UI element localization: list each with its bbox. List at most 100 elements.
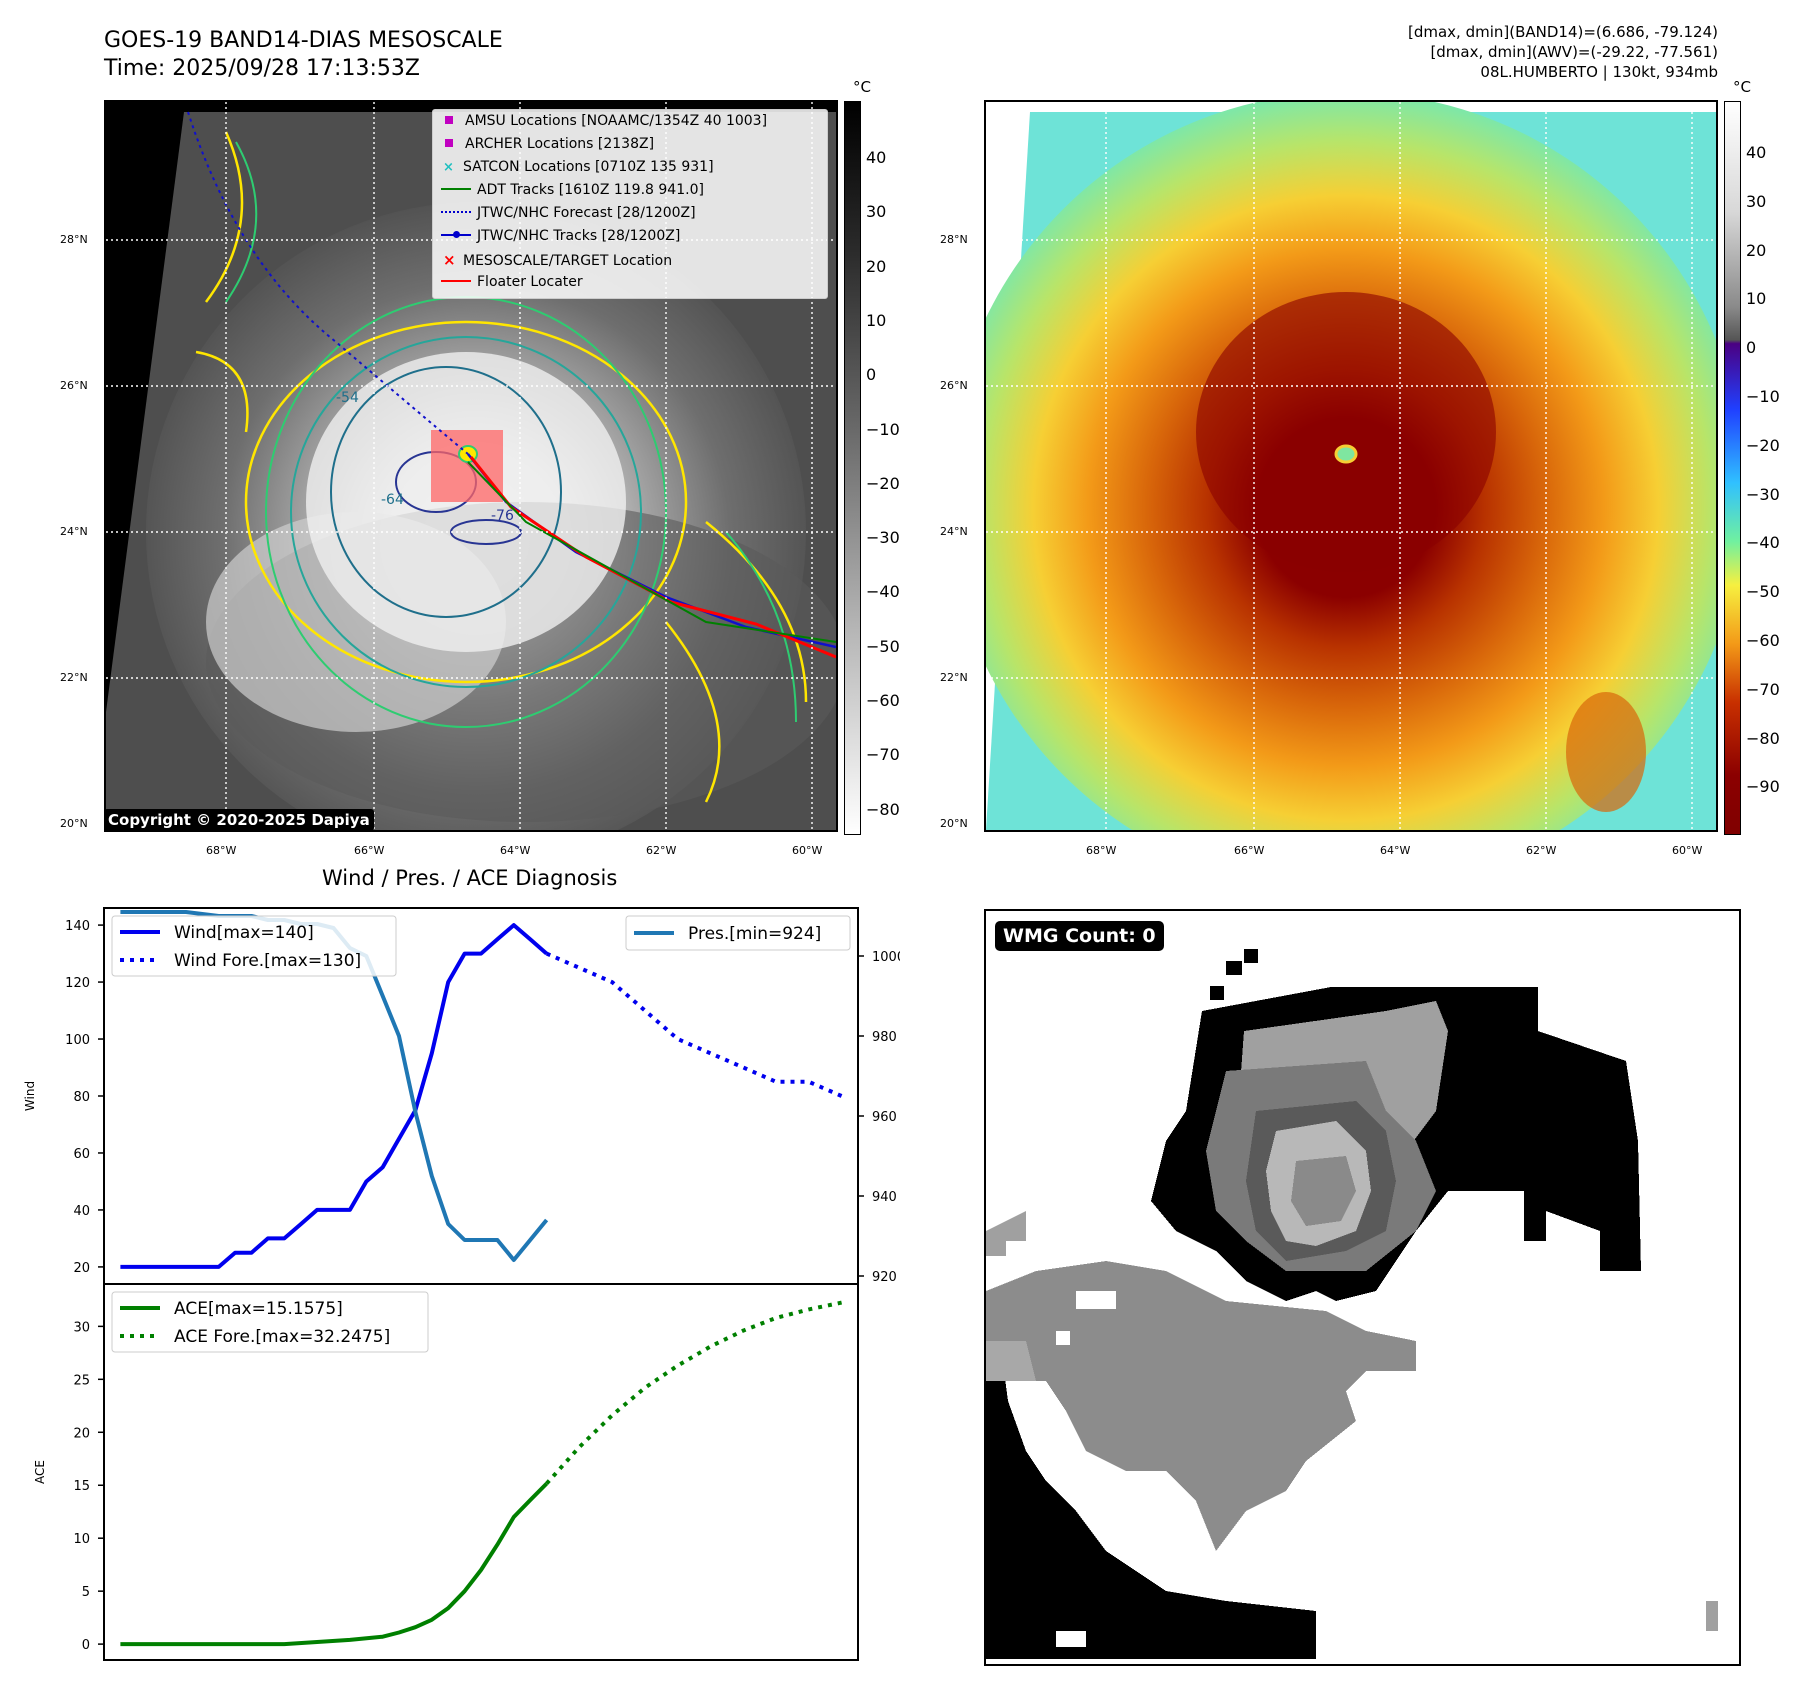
wind-legend-box: [111, 915, 397, 977]
colorbar-gray: [844, 101, 861, 835]
wmg-panel: [984, 909, 1741, 1666]
adt-track-line: [467, 461, 836, 643]
colorbar-gray-tick: 10: [866, 310, 887, 330]
ace-legend-label: ACE[max=15.1575]: [174, 1299, 343, 1319]
wind-legend-label: Wind[max=140]: [174, 923, 314, 943]
colorbar-color-unit: °C: [1733, 78, 1751, 96]
ace-axis-label: ACE: [33, 1460, 47, 1484]
legend-satcon: SATCON Locations [0710Z 135 931]: [463, 159, 714, 175]
wind-tick-label: 120: [65, 976, 90, 991]
colorbar-gray-unit: °C: [853, 78, 871, 96]
colorbar-color-tick: 0: [1746, 338, 1757, 358]
colorbar-color-tick: −40: [1746, 533, 1780, 553]
ace-forecast-legend-label: ACE Fore.[max=32.2475]: [174, 1327, 390, 1347]
colorbar-color-tick: 20: [1746, 240, 1767, 260]
pressure-tick-label: 920: [872, 1270, 897, 1285]
wind-tick-label: 100: [65, 1033, 90, 1048]
colorbar-gray-tick: −50: [866, 636, 900, 656]
ace-frame: [103, 1283, 859, 1661]
ace-tick-label: 5: [82, 1585, 90, 1600]
colorbar-gray-tick: −80: [866, 799, 900, 819]
legend-archer: ARCHER Locations [2138Z]: [465, 136, 655, 152]
lon-label-60w: 60°W: [792, 844, 823, 857]
color-lon-label-60w: 60°W: [1672, 844, 1703, 857]
amsu-marker-icon: [445, 116, 453, 124]
pressure-tick-label: 1000: [872, 950, 900, 965]
ace-tick-label: 15: [73, 1479, 90, 1494]
colorbar-color: [1724, 101, 1741, 835]
grid-lines-color: [986, 102, 1716, 830]
colorbar-color-tick: 30: [1746, 191, 1767, 211]
colorbar-gray-tick: −70: [866, 745, 900, 765]
colorbar-color-tick: 40: [1746, 143, 1767, 162]
forecast-track-line: [187, 111, 469, 455]
pressure-legend-box: [625, 915, 851, 951]
colorbar-color-tick: −50: [1746, 582, 1780, 602]
wind-tick-label: 40: [73, 1204, 90, 1219]
color-lat-label-26n: 26°N: [940, 379, 968, 392]
lat-label-22n: 22°N: [60, 671, 88, 684]
pressure-tick-label: 980: [872, 1030, 897, 1045]
colorbar-gray-tick: 0: [866, 365, 877, 385]
ace-tick-label: 20: [73, 1426, 90, 1441]
legend-floater: Floater Locater: [477, 274, 583, 290]
archer-marker-icon: [445, 139, 453, 147]
color-lat-label-22n: 22°N: [940, 671, 968, 684]
ace-legend-box: [111, 1291, 429, 1353]
colorbar-color-tick: −30: [1746, 484, 1780, 504]
colorbar-gray-tick: −10: [866, 419, 900, 439]
ace-tick-label: 25: [73, 1373, 90, 1388]
colorbar-color-tick: −20: [1746, 435, 1780, 455]
colorbar-gray-tick: 20: [866, 256, 887, 276]
map-title-line2: Time: 2025/09/28 17:13:53Z: [104, 56, 420, 81]
colorbar-color-tick: −90: [1746, 777, 1780, 797]
colorbar-gray-tick: −60: [866, 691, 900, 710]
series-line-ace-forecast: [545, 1300, 843, 1485]
ace-tick-label: 0: [82, 1638, 90, 1653]
pressure-tick-label: 940: [872, 1190, 897, 1205]
stats-line2: [dmax, dmin](AWV)=(-29.22, -77.561): [1430, 43, 1718, 61]
legend-tracks: JTWC/NHC Tracks [28/1200Z]: [477, 228, 681, 244]
copyright-badge: Copyright © 2020-2025 Dapiya: [104, 809, 374, 831]
lon-label-64w: 64°W: [500, 844, 531, 857]
lat-label-20n: 20°N: [60, 817, 88, 830]
colorbar-color-tick: −10: [1746, 387, 1780, 406]
wind-tick-label: 80: [73, 1090, 90, 1105]
colorbar-gray-tick: 40: [866, 148, 887, 167]
colorbar-gray-tick: 30: [866, 202, 887, 222]
satcon-marker-icon: ×: [443, 160, 454, 175]
color-lon-label-66w: 66°W: [1234, 844, 1265, 857]
ir-color-map: [984, 100, 1718, 832]
wind-forecast-legend-label: Wind Fore.[max=130]: [174, 951, 361, 971]
contour-label-64: -64: [381, 492, 404, 508]
map-legend: AMSU Locations [NOAAMC/1354Z 40 1003] AR…: [432, 109, 828, 299]
stats-line3: 08L.HUMBERTO | 130kt, 934mb: [1480, 63, 1718, 81]
wmg-count-badge: WMG Count: 0: [995, 921, 1164, 951]
stats-line1: [dmax, dmin](BAND14)=(6.686, -79.124): [1407, 23, 1718, 41]
colorbar-color-tick: −70: [1746, 679, 1780, 699]
pressure-tick-label: 960: [872, 1110, 897, 1125]
legend-forecast: JTWC/NHC Forecast [28/1200Z]: [477, 205, 696, 221]
floater-line-icon: [441, 280, 471, 282]
colorbar-color-tick: −80: [1746, 728, 1780, 748]
color-lon-label-64w: 64°W: [1380, 844, 1411, 857]
hurricane-eye: [1334, 444, 1358, 464]
map-title-line1: GOES-19 BAND14-DIAS MESOSCALE: [104, 28, 503, 53]
wind-tick-label: 60: [73, 1147, 90, 1162]
tracks-line-icon: [441, 231, 471, 238]
mesoscale-target-box: [431, 430, 503, 502]
color-lat-label-20n: 20°N: [940, 817, 968, 830]
colorbar-gray-tick: −30: [866, 528, 900, 548]
legend-amsu: AMSU Locations [NOAAMC/1354Z 40 1003]: [465, 113, 768, 129]
contour-label-54: -54: [336, 390, 359, 406]
colorbar-color-tick: −60: [1746, 631, 1780, 650]
series-line-wind-forecast: [545, 951, 843, 1098]
colorbar-gray-tick: −40: [866, 582, 900, 602]
ir-color-image: [986, 102, 1716, 830]
pressure-legend-label: Pres.[min=924]: [688, 924, 821, 944]
wind-tick-label: 140: [65, 919, 90, 934]
wmg-image: [986, 949, 1718, 1659]
target-marker-icon: ×: [443, 251, 456, 269]
lon-label-62w: 62°W: [646, 844, 677, 857]
ace-tick-label: 30: [73, 1320, 90, 1335]
